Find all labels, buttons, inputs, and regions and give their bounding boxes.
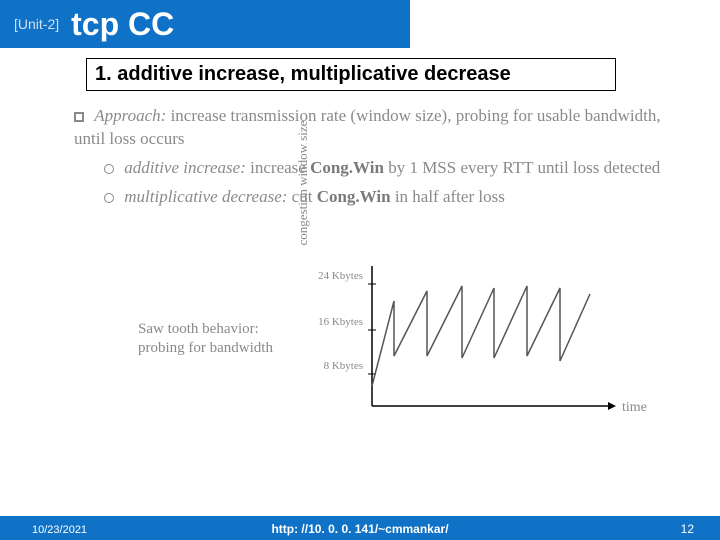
congwin-2: Cong.Win xyxy=(317,187,391,206)
ytick-1: 16 Kbytes xyxy=(308,316,363,328)
footer-page: 12 xyxy=(681,522,694,536)
circle-bullet-icon xyxy=(104,193,114,203)
x-axis-arrow-icon xyxy=(608,402,616,410)
circle-bullet-icon xyxy=(104,164,114,174)
sawtooth-line xyxy=(372,286,590,386)
x-axis-label: time xyxy=(622,400,647,416)
additive-label: additive increase: xyxy=(124,158,246,177)
sawtooth-caption: Saw tooth behavior: probing for bandwidt… xyxy=(138,320,278,358)
ytick-0: 24 Kbytes xyxy=(308,270,363,282)
sawtooth-svg xyxy=(368,266,628,426)
additive-line: additive increase: increase Cong.Win by … xyxy=(104,157,664,180)
multiplicative-line: multiplicative decrease: cut Cong.Win in… xyxy=(104,186,664,209)
congwin-1: Cong.Win xyxy=(310,158,384,177)
square-bullet-icon xyxy=(74,112,84,122)
approach-line: Approach: increase transmission rate (wi… xyxy=(74,105,664,151)
header-bar: [Unit-2] tcp CC xyxy=(0,0,410,48)
multiplicative-label: multiplicative decrease: xyxy=(124,187,287,206)
slide-title: tcp CC xyxy=(71,6,174,43)
sawtooth-chart: Saw tooth behavior: probing for bandwidt… xyxy=(130,258,640,448)
subtitle-box: 1. additive increase, multiplicative dec… xyxy=(86,58,616,91)
unit-label: [Unit-2] xyxy=(0,16,71,32)
approach-label: Approach: xyxy=(94,106,166,125)
body-content: Approach: increase transmission rate (wi… xyxy=(74,105,664,209)
subtitle-text: 1. additive increase, multiplicative dec… xyxy=(95,63,511,85)
y-axis-label: congestion window size xyxy=(295,98,311,268)
ytick-2: 8 Kbytes xyxy=(308,360,363,372)
additive-text2: by 1 MSS every RTT until loss detected xyxy=(388,158,660,177)
footer-url: http: //10. 0. 0. 141/~cmmankar/ xyxy=(0,522,720,536)
mult-text2: in half after loss xyxy=(395,187,505,206)
